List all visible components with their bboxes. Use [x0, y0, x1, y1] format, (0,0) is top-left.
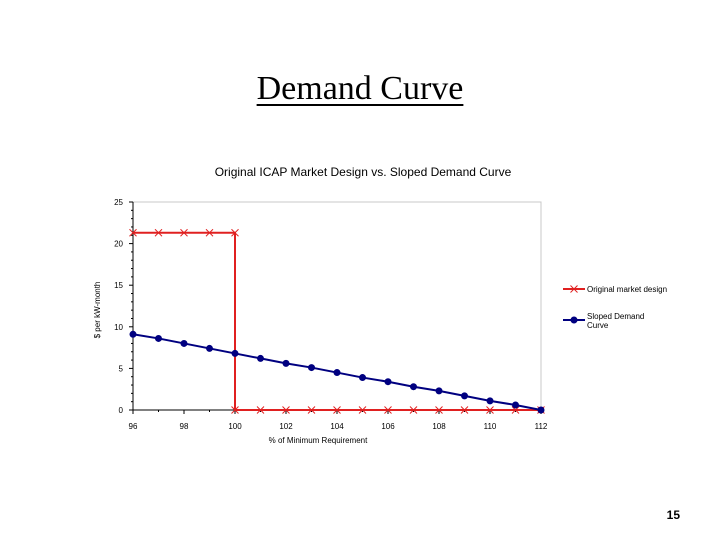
series-2-point [537, 406, 545, 414]
series-1-point [486, 406, 494, 414]
x-axis-label: % of Minimum Requirement [269, 436, 368, 445]
x-tick-label: 100 [228, 422, 242, 431]
series-1-point [205, 228, 214, 237]
x-tick-label: 112 [535, 422, 548, 431]
series-1-point [231, 406, 239, 414]
series-1-point [511, 406, 520, 414]
series-2-point [206, 344, 213, 352]
legend-marker-2 [570, 316, 578, 324]
x-tick-label: 106 [381, 422, 395, 431]
x-tick-label: 96 [129, 422, 138, 431]
slide-title: Demand Curve [256, 70, 464, 107]
series-2-point [486, 397, 494, 405]
series-1-point [409, 406, 418, 414]
series-1-point [307, 406, 316, 414]
series-2-point [129, 330, 137, 338]
series-1-point [231, 228, 239, 237]
series-2-point [512, 401, 519, 409]
legend-label-2: Sloped Demand Curve [587, 312, 644, 330]
x-tick-label: 108 [432, 422, 446, 431]
series-1-point [256, 406, 265, 414]
y-tick-label: 0 [119, 406, 124, 415]
series-2-point [257, 354, 264, 362]
series-1-point [154, 228, 163, 237]
y-tick-label: 10 [114, 323, 123, 332]
series-1-point [129, 228, 137, 237]
series-2-point [461, 392, 468, 400]
series-2-point [308, 364, 315, 372]
y-axis-label: $ per kW-month [93, 282, 102, 339]
series-2-point [359, 374, 366, 382]
x-tick-label: 110 [484, 422, 497, 431]
series-2-point [410, 383, 417, 391]
series-1-point [282, 406, 290, 414]
x-tick-label: 102 [279, 422, 293, 431]
series-2-point [231, 349, 239, 357]
series-2-point [282, 359, 290, 367]
x-tick-label: 104 [330, 422, 344, 431]
y-tick-label: 20 [114, 240, 123, 249]
chart-title: Original ICAP Market Design vs. Sloped D… [215, 165, 512, 179]
series-1-point [384, 406, 392, 414]
legend-label-1: Original market design [587, 285, 667, 294]
legend-marker-1 [570, 285, 578, 293]
series-2-point [333, 369, 341, 377]
series-2-point [155, 334, 162, 342]
page-number: 15 [666, 508, 680, 522]
series-1-point [333, 406, 341, 414]
y-tick-label: 15 [114, 281, 123, 290]
series-1-point [435, 406, 443, 414]
series-1-point [460, 406, 469, 414]
y-tick-label: 5 [119, 364, 124, 373]
x-tick-label: 98 [180, 422, 189, 431]
series-2-point [384, 378, 392, 386]
series-2-point [435, 387, 443, 395]
y-tick-label: 25 [114, 198, 123, 207]
series-1-point [358, 406, 367, 414]
series-1-point [180, 228, 188, 237]
series-line-1 [133, 231, 541, 411]
series-2-point [180, 339, 188, 347]
